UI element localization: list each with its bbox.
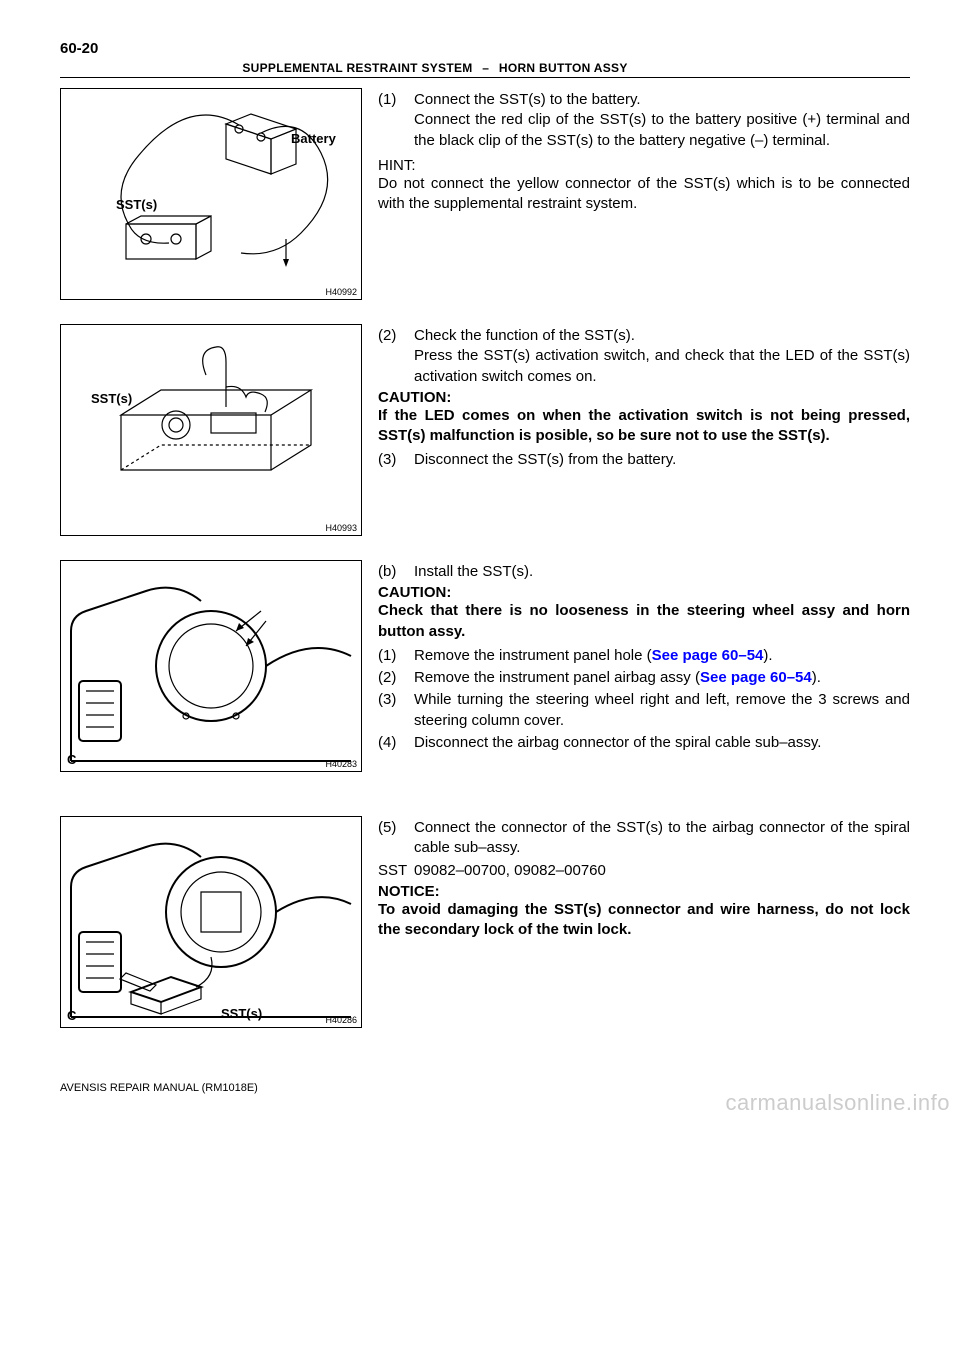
- fig4-c-label: C: [67, 1008, 76, 1023]
- fig4-sst-label: SST(s): [221, 1006, 262, 1021]
- step3-text: Disconnect the SST(s) from the battery.: [414, 450, 910, 470]
- caution-label-1: CAUTION:: [378, 389, 910, 406]
- caution-label-2: CAUTION:: [378, 584, 910, 601]
- step2-line1: Check the function of the SST(s).: [414, 326, 910, 346]
- figure-1: SST(s) Battery H40992: [60, 88, 362, 300]
- b1-text-b: ).: [763, 647, 772, 664]
- figure-3: C H40283: [60, 560, 362, 772]
- step1-line2: Connect the red clip of the SST(s) to th…: [414, 110, 910, 151]
- b2-text-a: Remove the instrument panel airbag assy …: [414, 669, 700, 686]
- sst-values: 09082–00700, 09082–00760: [414, 861, 910, 881]
- step2-line2: Press the SST(s) activation switch, and …: [414, 346, 910, 387]
- figure-2: SST(s) H40993: [60, 324, 362, 536]
- step-num-3: (3): [378, 450, 414, 470]
- step-num-b1: (1): [378, 646, 414, 666]
- page-number: 60-20: [60, 40, 910, 57]
- fig1-code: H40992: [325, 287, 357, 297]
- b3-text: While turning the steering wheel right a…: [414, 690, 910, 731]
- step-num-2: (2): [378, 326, 414, 387]
- b4-text: Disconnect the airbag connector of the s…: [414, 733, 910, 753]
- b5-text: Connect the connector of the SST(s) to t…: [414, 818, 910, 859]
- fig4-code: H40286: [325, 1015, 357, 1025]
- hint-text: Do not connect the yellow connector of t…: [378, 174, 910, 215]
- step-b-num: (b): [378, 562, 414, 582]
- hint-label: HINT:: [378, 157, 910, 174]
- notice-text: To avoid damaging the SST(s) connector a…: [378, 900, 910, 941]
- fig2-sst-label: SST(s): [91, 391, 132, 406]
- step-num-b3: (3): [378, 690, 414, 731]
- fig2-code: H40993: [325, 523, 357, 533]
- b2-text-b: ).: [812, 669, 821, 686]
- link-2[interactable]: See page 60–54: [700, 669, 812, 686]
- fig3-code: H40283: [325, 759, 357, 769]
- step-b-text: Install the SST(s).: [414, 562, 910, 582]
- notice-label: NOTICE:: [378, 883, 910, 900]
- step-num-b2: (2): [378, 668, 414, 688]
- step-num-b5: (5): [378, 818, 414, 859]
- figure-4: C SST(s) H40286: [60, 816, 362, 1028]
- step-num-1: (1): [378, 90, 414, 151]
- section-header: SUPPLEMENTAL RESTRAINT SYSTEM – HORN BUT…: [60, 61, 810, 75]
- caution-text-2: Check that there is no looseness in the …: [378, 601, 910, 642]
- header-dash: –: [482, 61, 489, 75]
- watermark: carmanualsonline.info: [725, 1090, 950, 1116]
- sst-label: SST: [378, 861, 414, 881]
- caution-text-1: If the LED comes on when the activation …: [378, 406, 910, 447]
- step-num-b4: (4): [378, 733, 414, 753]
- fig1-sst-label: SST(s): [116, 197, 157, 212]
- b1-text-a: Remove the instrument panel hole (: [414, 647, 652, 664]
- link-1[interactable]: See page 60–54: [652, 647, 764, 664]
- step1-line1: Connect the SST(s) to the battery.: [414, 90, 910, 110]
- header-left: SUPPLEMENTAL RESTRAINT SYSTEM: [242, 61, 472, 75]
- fig3-c-label: C: [67, 752, 76, 767]
- fig1-battery-label: Battery: [291, 131, 336, 146]
- header-right: HORN BUTTON ASSY: [499, 61, 628, 75]
